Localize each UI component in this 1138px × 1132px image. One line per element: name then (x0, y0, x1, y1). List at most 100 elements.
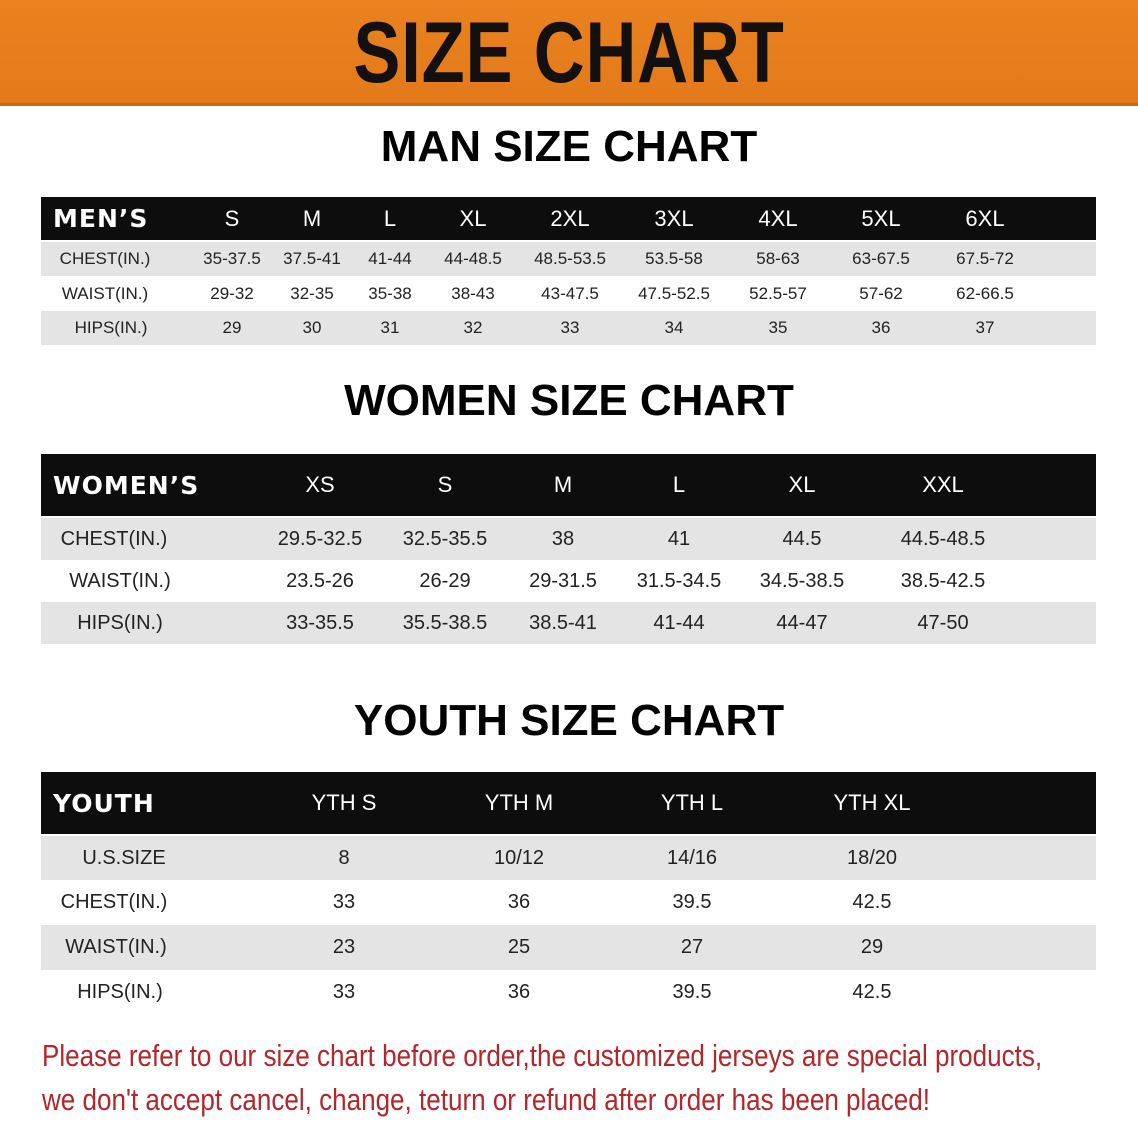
women-header-row: WOMEN’S XS S M L XL XXL (41, 454, 1096, 516)
measurement-value: 35-37.5 (203, 249, 261, 268)
table-header-label: WOMEN’S (53, 470, 200, 500)
measurement-value: 23 (332, 936, 356, 958)
measurement-value: 48.5-53.5 (534, 249, 606, 268)
measurement-value: 25 (507, 936, 531, 958)
measurement-value: 31.5-34.5 (636, 569, 722, 592)
measurement-value: 44-47 (776, 611, 828, 634)
measurement-value: 23.5-26 (286, 569, 354, 592)
measurement-label: CHEST(IN.) (60, 527, 168, 550)
measurement-label: CHEST(IN.) (59, 249, 151, 268)
measurement-value: 18/20 (846, 847, 898, 869)
measurement-value: 44.5-48.5 (900, 527, 986, 550)
measurement-value: 36 (507, 981, 531, 1003)
size-column-header: S (224, 205, 240, 231)
size-column-header: S (437, 472, 453, 497)
measurement-value: 44.5 (782, 527, 822, 550)
size-column-header: YTH S (311, 790, 377, 815)
measurement-label: WAIST(IN.) (61, 284, 149, 303)
measurement-value: 47.5-52.5 (638, 284, 710, 303)
size-column-header: YTH M (484, 790, 554, 815)
table-row: HIPS(IN.) 33-35.5 35.5-38.5 38.5-41 41-44 44-… (41, 602, 1096, 644)
table-row: WAIST(IN.) 29-32 32-35 35-38 38-43 43-47.5 47.… (41, 277, 1096, 311)
measurement-value: 32 (463, 318, 483, 337)
size-column-header: M (553, 472, 573, 497)
measurement-value: 10/12 (493, 847, 545, 869)
measurement-value: 30 (302, 318, 322, 337)
measurement-value: 38.5-41 (529, 611, 597, 634)
table-row: WAIST(IN.) 23 25 27 29 (41, 925, 1096, 970)
measurement-label: U.S.SIZE (82, 847, 166, 869)
size-column-header: L (383, 205, 397, 231)
measurement-value: 41-44 (653, 611, 705, 634)
measurement-value: 37.5-41 (283, 249, 341, 268)
size-column-header: L (672, 472, 686, 497)
size-column-header: 2XL (550, 205, 590, 231)
measurement-value: 42.5 (852, 981, 892, 1003)
measurement-value: 27 (680, 936, 704, 958)
measurement-value: 42.5 (852, 891, 892, 913)
measurement-value: 36 (507, 891, 531, 913)
banner-title: SIZE CHART (353, 5, 785, 101)
table-row: HIPS(IN.) 33 36 39.5 42.5 (41, 970, 1096, 1015)
size-column-header: XS (305, 472, 335, 497)
measurement-value: 35 (768, 318, 788, 337)
table-header-label: YOUTH (53, 788, 155, 818)
measurement-value: 33 (560, 318, 580, 337)
measurement-value: 29 (860, 936, 884, 958)
measurement-label: CHEST(IN.) (60, 891, 168, 913)
measurement-value: 29 (222, 318, 242, 337)
measurement-value: 63-67.5 (852, 249, 910, 268)
measurement-value: 57-62 (859, 284, 903, 303)
measurement-value: 26-29 (419, 569, 471, 592)
measurement-value: 47-50 (917, 611, 969, 634)
measurement-value: 8 (338, 847, 350, 869)
measurement-value: 52.5-57 (749, 284, 807, 303)
size-column-header: XXL (922, 472, 964, 497)
measurement-value: 36 (871, 318, 891, 337)
measurement-value: 37 (975, 318, 995, 337)
measurement-value: 41-44 (368, 249, 412, 268)
table-row: U.S.SIZE 8 10/12 14/16 18/20 (41, 836, 1096, 881)
size-chart-banner: SIZE CHART (0, 0, 1138, 106)
measurement-value: 41 (667, 527, 691, 550)
measurement-value: 67.5-72 (956, 249, 1014, 268)
table-row: HIPS(IN.) 29 30 31 32 33 34 35 36 37 (41, 311, 1096, 345)
measurement-value: 58-63 (756, 249, 800, 268)
footer-notice-line2: we don't accept cancel, change, teturn o… (42, 1082, 931, 1117)
size-column-header: YTH L (660, 790, 724, 815)
measurement-label: WAIST(IN.) (65, 936, 167, 958)
measurement-value: 32-35 (290, 284, 334, 303)
measurement-value: 43-47.5 (541, 284, 599, 303)
men-section-title: MAN SIZE CHART (380, 122, 758, 171)
measurement-value: 32.5-35.5 (402, 527, 488, 550)
measurement-value: 38.5-42.5 (900, 569, 986, 592)
measurement-value: 53.5-58 (645, 249, 703, 268)
measurement-value: 39.5 (672, 891, 712, 913)
measurement-value: 33 (332, 891, 356, 913)
size-column-header: 3XL (654, 205, 694, 231)
measurement-label: HIPS(IN.) (74, 318, 148, 337)
measurement-value: 35.5-38.5 (402, 611, 488, 634)
size-column-header: XL (459, 205, 487, 231)
measurement-value: 33-35.5 (286, 611, 354, 634)
table-row: CHEST(IN.) 35-37.5 37.5-41 41-44 44-48.5 48.5… (41, 242, 1096, 276)
measurement-label: HIPS(IN.) (77, 981, 163, 1003)
table-row: CHEST(IN.) 33 36 39.5 42.5 (41, 880, 1096, 925)
measurement-value: 29.5-32.5 (277, 527, 363, 550)
table-row: CHEST(IN.) 29.5-32.5 32.5-35.5 38 41 44.5 44.5… (41, 518, 1096, 560)
measurement-value: 29-32 (210, 284, 254, 303)
men-header-row: MEN’S S M L XL 2XL 3XL 4XL 5XL 6XL (41, 197, 1096, 240)
measurement-value: 38-43 (451, 284, 495, 303)
footer-notice-line1: Please refer to our size chart before or… (42, 1038, 1043, 1073)
size-column-header: YTH XL (833, 790, 911, 815)
measurement-value: 35-38 (368, 284, 412, 303)
measurement-value: 33 (332, 981, 356, 1003)
size-column-header: 4XL (758, 205, 798, 231)
size-column-header: XL (788, 472, 816, 497)
size-column-header: 6XL (965, 205, 1005, 231)
measurement-value: 14/16 (666, 847, 718, 869)
table-row: WAIST(IN.) 23.5-26 26-29 29-31.5 31.5-34.5 34… (41, 560, 1096, 602)
measurement-label: WAIST(IN.) (69, 569, 171, 592)
size-column-header: 5XL (861, 205, 901, 231)
youth-header-row: YOUTH YTH S YTH M YTH L YTH XL (41, 772, 1096, 834)
